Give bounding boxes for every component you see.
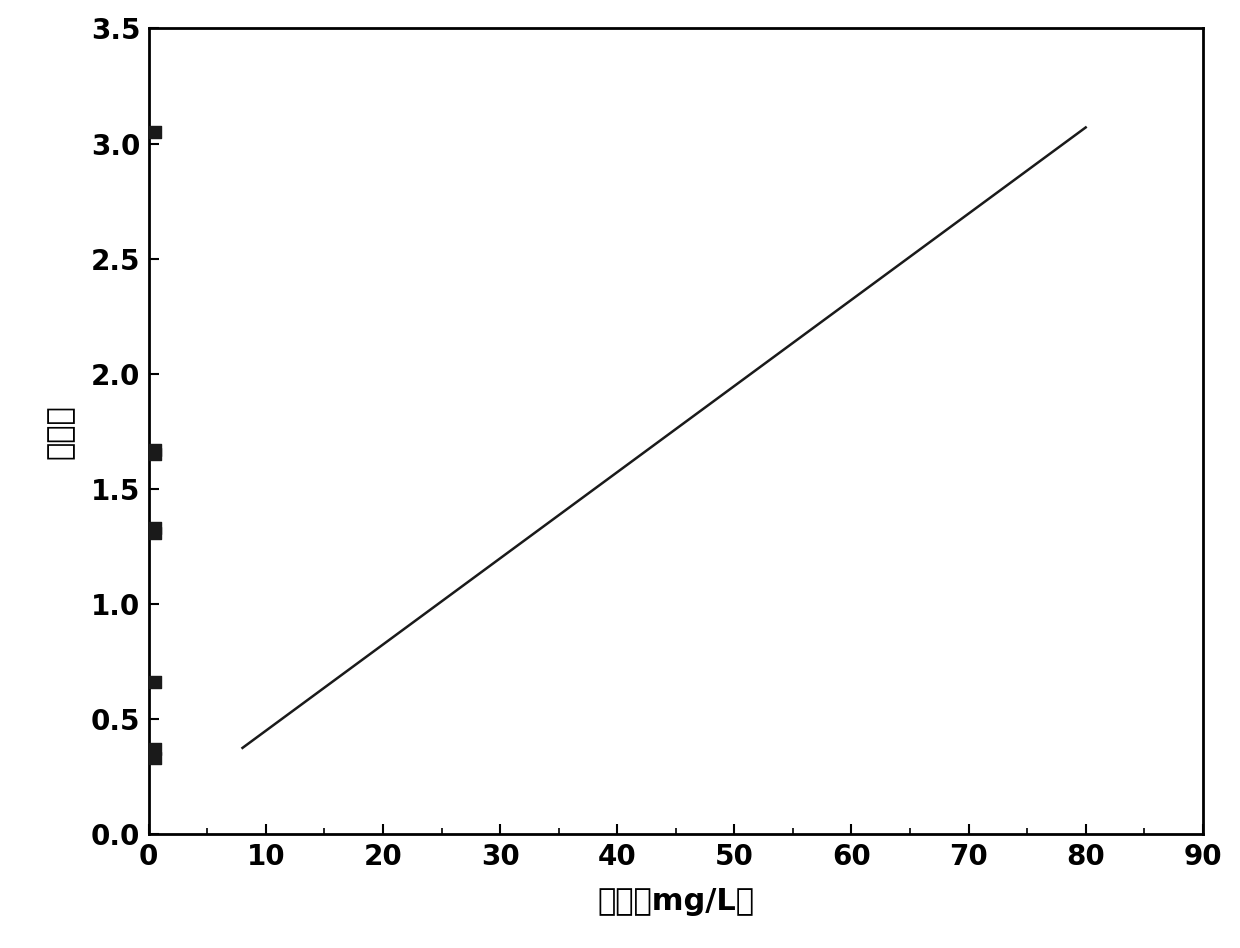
Y-axis label: 吸光度: 吸光度	[46, 404, 74, 459]
Point	[145, 447, 165, 462]
Point	[145, 675, 165, 690]
Point	[145, 525, 165, 540]
Point	[145, 442, 165, 457]
Point	[145, 741, 165, 757]
Point	[145, 520, 165, 536]
Point	[145, 124, 165, 139]
Point	[145, 751, 165, 766]
X-axis label: 浓度（mg/L）: 浓度（mg/L）	[598, 887, 754, 916]
